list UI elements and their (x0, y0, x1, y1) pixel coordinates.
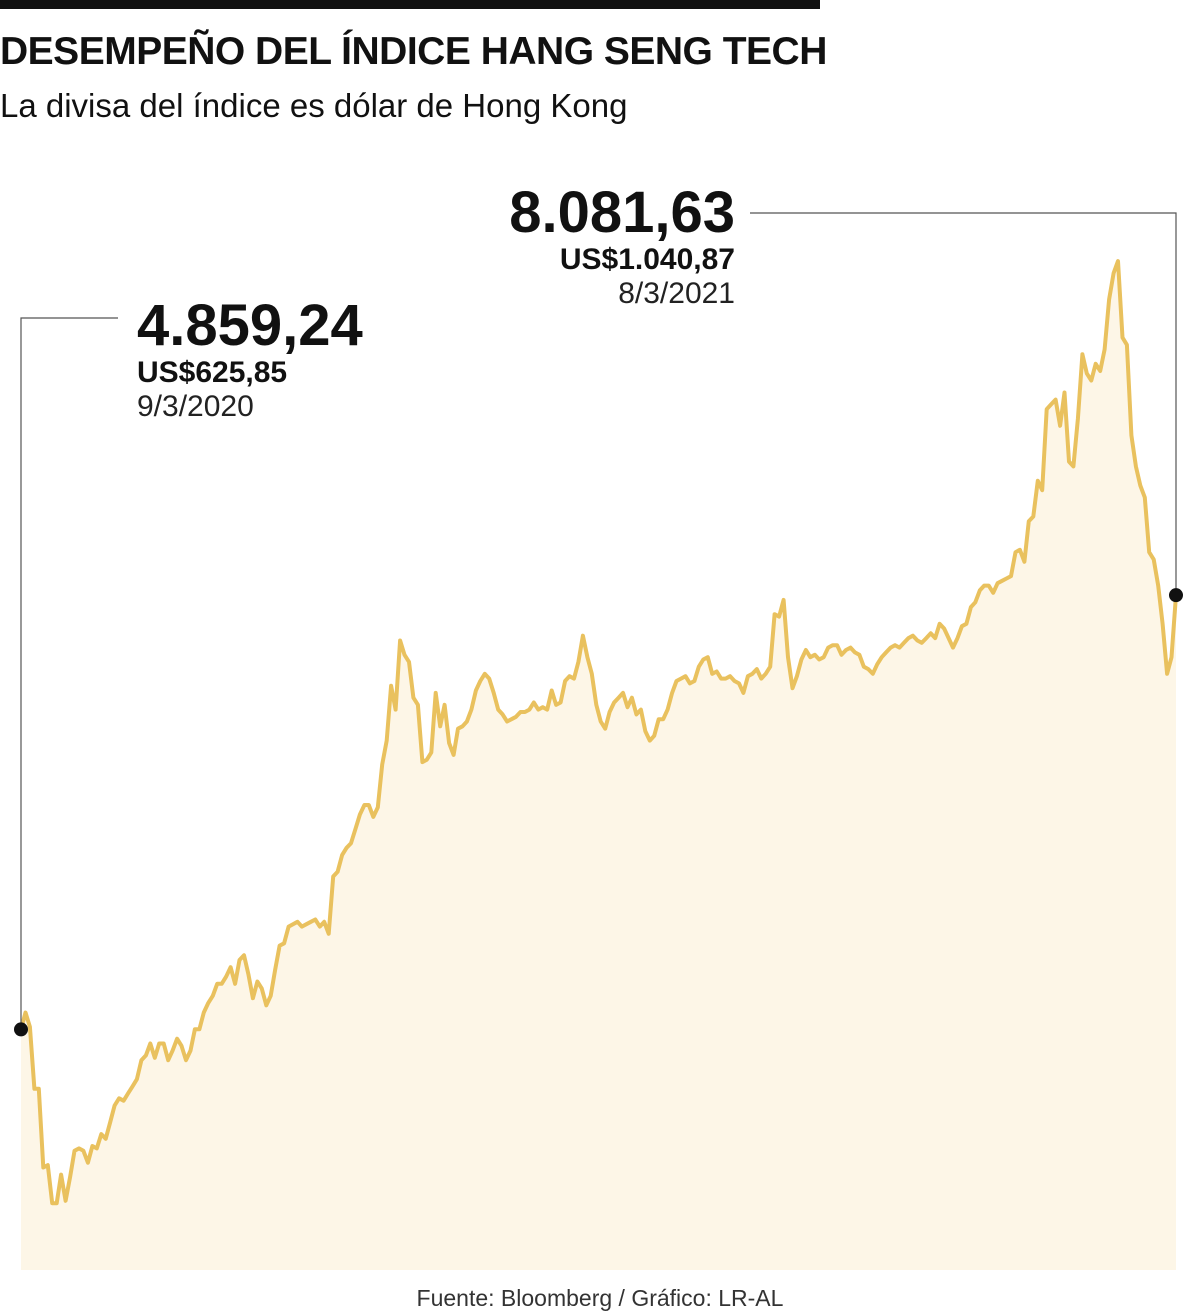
annotation-start-usd: US$625,85 (137, 356, 288, 389)
annotation-end-date: 8/3/2021 (618, 277, 735, 310)
leader-line-end (750, 212, 1177, 596)
annotation-start: 4.859,24 US$625,85 9/3/2020 (137, 296, 363, 424)
point-end (1169, 588, 1183, 603)
annotation-end-usd: US$1.040,87 (559, 243, 735, 276)
series-area-fill (21, 261, 1176, 1271)
annotation-start-date: 9/3/2020 (137, 390, 254, 423)
annotation-end: 8.081,63 US$1.040,87 8/3/2021 (480, 183, 735, 311)
annotation-end-value: 8.081,63 (509, 180, 735, 245)
source-credit: Fuente: Bloomberg / Gráfico: LR-AL (416, 1285, 784, 1311)
series-line (19, 259, 1178, 1206)
point-start (14, 1022, 28, 1037)
chart-subtitle: La divisa del índice es dólar de Hong Ko… (0, 87, 628, 124)
top-rule (0, 0, 820, 9)
annotation-start-value: 4.859,24 (137, 293, 363, 358)
leader-line-start (20, 317, 118, 1030)
chart-title: DESEMPEÑO DEL ÍNDICE HANG SENG TECH (0, 30, 827, 73)
